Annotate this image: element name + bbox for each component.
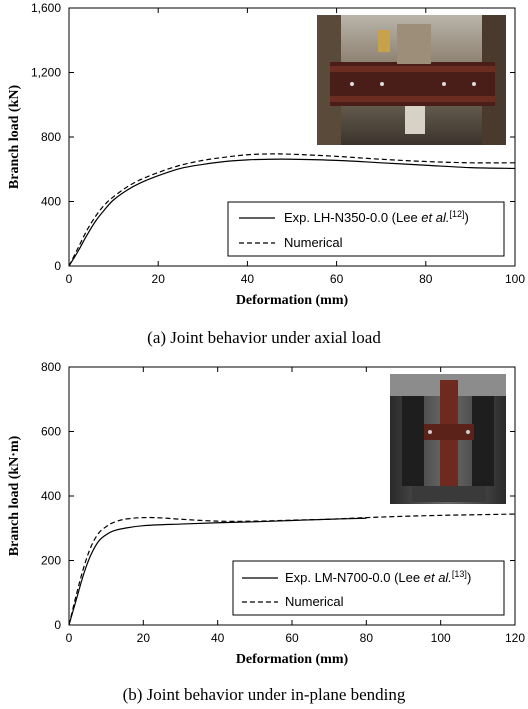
y-tick-label: 0: [54, 259, 61, 273]
y-tick-label: 800: [41, 360, 61, 374]
x-axis-label-a: Deformation (mm): [236, 293, 349, 308]
test-specimen-photo: [317, 15, 506, 145]
x-tick-label: 20: [152, 272, 166, 286]
y-tick-label: 1,200: [31, 66, 61, 80]
x-tick-label: 20: [137, 631, 151, 645]
experimental-series-line-a: [68, 158, 516, 267]
y-tick-label: 400: [41, 195, 61, 209]
legend-label-exp-a: Exp. LH-N350-0.0 (Lee et al.[12]): [284, 209, 469, 225]
panel-a: 0 20 40 60 80 100 0 400 800 1,200 1,600 Exp. LH-N3…: [7, 1, 525, 347]
x-tick-label: 120: [505, 631, 525, 645]
legend-label-num-b: Numerical: [285, 594, 344, 609]
legend-label-num-a: Numerical: [284, 235, 343, 250]
x-tick-label: 40: [211, 631, 225, 645]
x-tick-label: 100: [431, 631, 451, 645]
x-tick-label: 80: [360, 631, 374, 645]
y-axis-label-b: Branch load (kN·m): [7, 435, 22, 556]
x-tick-label: 40: [241, 272, 255, 286]
x-tick-label: 0: [66, 272, 73, 286]
x-tick-label: 100: [505, 272, 525, 286]
numerical-series-line-a: [68, 153, 516, 267]
legend-a: Exp. LH-N350-0.0 (Lee et al.[12]) Numeri…: [227, 201, 505, 257]
y-axis-label-a: Branch load (kN): [7, 85, 22, 190]
caption-b: (b) Joint behavior under in-plane bendin…: [123, 685, 406, 704]
x-tick-label: 60: [285, 631, 299, 645]
y-tick-label: 1,600: [31, 1, 61, 15]
axes-b: 0 20 40 60 80 100 120 0 200 400 600 800: [41, 360, 525, 645]
x-tick-label: 60: [330, 272, 344, 286]
numerical-series-line-b: [68, 513, 516, 626]
y-tick-label: 200: [41, 554, 61, 568]
legend-b: Exp. LM-N700-0.0 (Lee et al.[13]) Numeri…: [232, 560, 505, 616]
y-tick-label: 600: [41, 425, 61, 439]
x-axis-label-b: Deformation (mm): [236, 652, 349, 667]
panel-b: 0 20 40 60 80 100 120 0 200 400 600 800 Exp. LM-N70…: [7, 360, 525, 704]
x-tick-label: 80: [419, 272, 433, 286]
x-tick-label: 0: [66, 631, 73, 645]
series-a: [68, 153, 516, 267]
series-b: [68, 513, 516, 626]
axes-a: 0 20 40 60 80 100 0 400 800 1,200 1,600: [31, 1, 525, 286]
y-tick-label: 800: [41, 130, 61, 144]
test-specimen-photo: [390, 374, 506, 504]
y-tick-label: 400: [41, 489, 61, 503]
legend-label-exp-b: Exp. LM-N700-0.0 (Lee et al.[13]): [285, 569, 471, 585]
caption-a: (a) Joint behavior under axial load: [147, 328, 381, 347]
y-tick-label: 0: [54, 618, 61, 632]
